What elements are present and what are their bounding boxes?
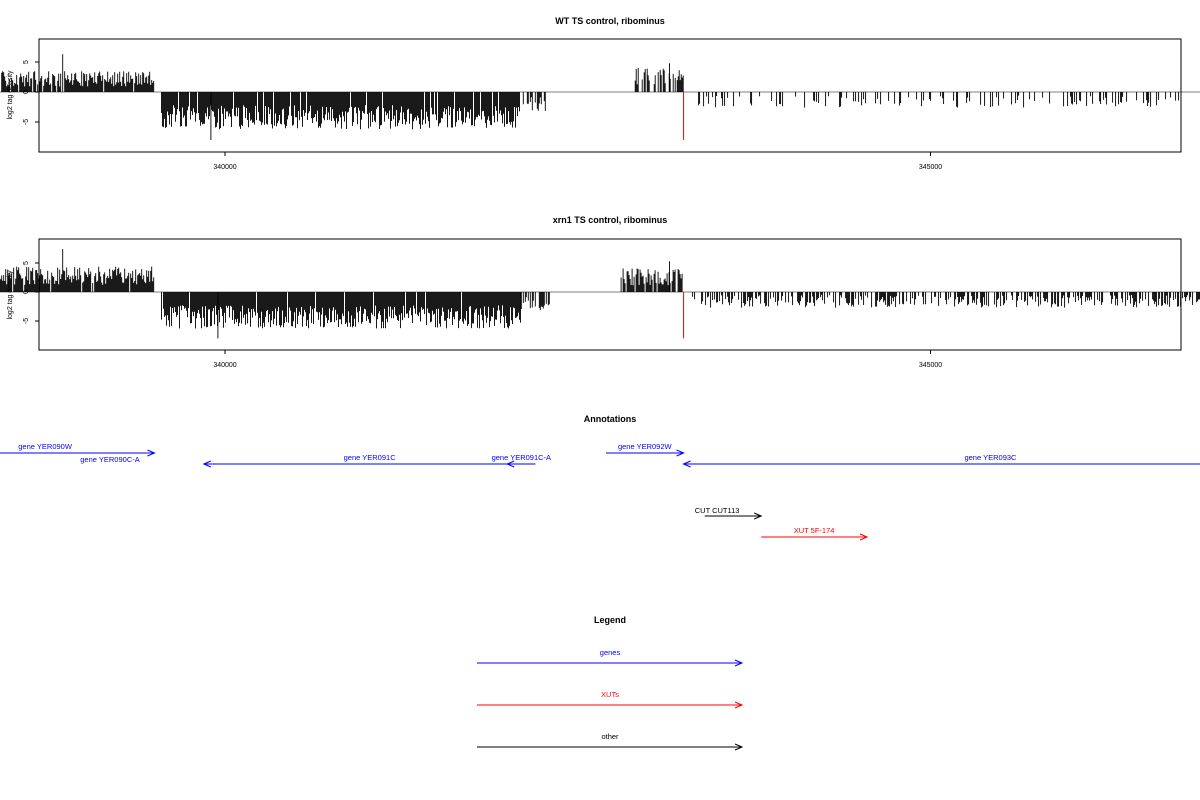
feature-cut-cut113 (704, 512, 763, 520)
y-tick-label: 0 (23, 290, 30, 294)
feature-gene-yer092w (605, 449, 685, 457)
feature-gene-yer090w (0, 449, 156, 457)
feature-label: gene YER090C-A (80, 455, 139, 464)
legend-line-genes (477, 659, 744, 667)
feature-label: gene YER091C-A (492, 453, 551, 462)
legend-entries: genes XUTs other (477, 648, 744, 751)
xrn1-y-axis-label: log2 tag density (7, 270, 14, 320)
x-tick-label: 340000 (213, 362, 236, 369)
wt-track-title: WT TS control, ribominus (555, 16, 665, 26)
wt-y-axis-label: log2 tag density (7, 70, 14, 120)
feature-gene-yer091c (202, 460, 536, 468)
y-tick-label: -5 (23, 119, 30, 125)
feature-label: XUT 5F-174 (794, 526, 835, 535)
wt-x-ticks: 340000345000350000 (213, 152, 942, 171)
legend-panel: Legend genes XUTs other (477, 615, 744, 751)
legend-label: other (601, 732, 619, 741)
xrn1-x-ticks: 340000345000350000 (213, 350, 942, 369)
wt-y-ticks: 5 0 -5 (23, 60, 39, 125)
x-tick-label: 340000 (213, 164, 236, 171)
legend-label: genes (600, 648, 621, 657)
x-tick-label: 345000 (919, 164, 942, 171)
legend-title: Legend (594, 615, 626, 625)
y-tick-label: 5 (23, 261, 30, 265)
y-tick-label: -5 (23, 318, 30, 324)
annotations-title: Annotations (584, 414, 637, 424)
y-tick-label: 0 (23, 90, 30, 94)
density-bars (0, 249, 1200, 339)
wt-bars (0, 54, 1200, 140)
feature-gene-yer091c-a (505, 460, 536, 468)
legend-line-other (477, 743, 744, 751)
feature-xut-5f-174 (761, 533, 869, 541)
x-tick-label: 345000 (919, 362, 942, 369)
xrn1-y-ticks: 5 0 -5 (23, 261, 39, 324)
feature-gene-yer093c (682, 460, 1200, 468)
density-bars (1, 54, 1180, 140)
feature-label: gene YER091C (344, 453, 397, 462)
xrn1-track-title: xrn1 TS control, ribominus (553, 215, 668, 225)
xrn1-bars (0, 249, 1200, 339)
wt-track-panel: WT TS control, ribominus log2 tag densit… (0, 16, 1200, 171)
feature-label: gene YER093C (964, 453, 1017, 462)
feature-label: gene YER092W (618, 442, 673, 451)
feature-label: CUT CUT113 (695, 506, 740, 515)
feature-arrows: gene YER090W gene YER090C-A gene YER091C ge… (0, 442, 1200, 541)
xrn1-track-panel: xrn1 TS control, ribominus log2 tag dens… (0, 215, 1200, 369)
legend-label: XUTs (601, 690, 619, 699)
y-tick-label: 5 (23, 60, 30, 64)
feature-label: gene YER090W (18, 442, 73, 451)
legend-line-xuts (477, 701, 744, 709)
